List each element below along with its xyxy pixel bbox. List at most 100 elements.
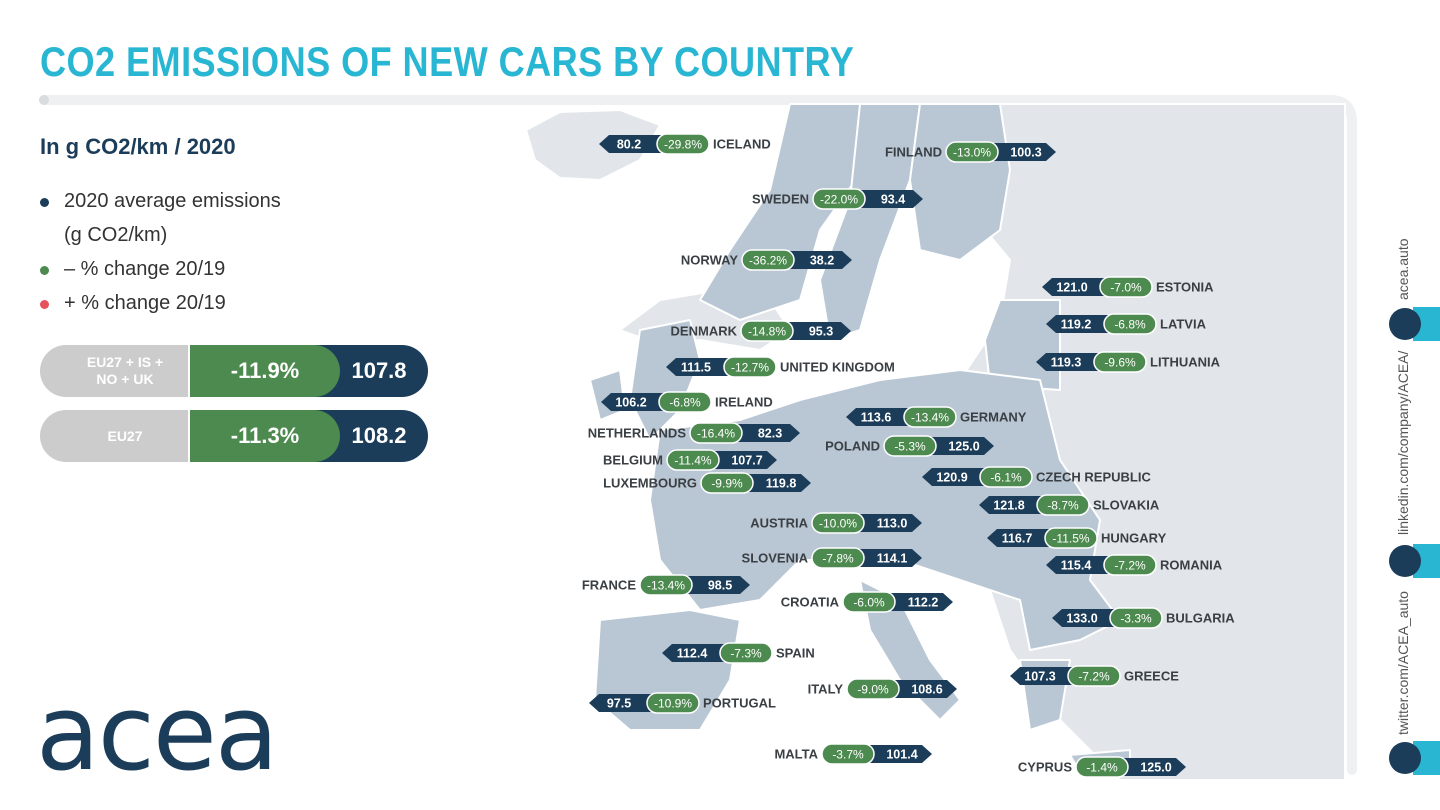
value-text: 82.3 [758,427,782,441]
country-name: FRANCE [582,578,636,593]
change-text: -7.3% [730,647,762,661]
change-text: -9.0% [857,683,889,697]
country-label: 114.1 -7.8% SLOVENIA [742,547,922,569]
country-label: 101.4 -3.7% MALTA [774,743,932,765]
country-name: BULGARIA [1166,611,1235,626]
value-pill [784,251,852,269]
value-pill [666,358,734,376]
change-pill [812,188,866,210]
value-text: 107.7 [731,454,762,468]
country-name: GERMANY [960,410,1027,425]
value-pill [589,694,657,712]
change-pill [723,356,777,378]
country-label: 121.0 -7.0% ESTONIA [1042,276,1214,298]
change-pill [666,449,720,471]
country-name: POLAND [825,439,880,454]
value-pill [1046,556,1114,574]
change-pill [656,133,710,155]
value-text: 133.0 [1066,612,1097,626]
change-pill [1044,527,1098,549]
change-text: -6.8% [1114,318,1146,332]
legend-label: – % change 20/19 [64,258,226,280]
summary-row: EU27 -11.3% 108.2 [40,410,428,462]
summary-change: -11.9% [188,345,340,397]
change-pill [903,406,957,428]
country-name: ITALY [808,682,844,697]
legend-dot [40,266,49,275]
country-name: PORTUGAL [703,696,776,711]
change-pill [1103,554,1157,576]
value-pill [988,143,1056,161]
change-text: -7.2% [1114,559,1146,573]
value-pill [682,576,750,594]
change-text: -8.7% [1047,499,1079,513]
change-pill [719,642,773,664]
country-name: NORWAY [681,253,738,268]
change-pill [1109,607,1163,629]
change-pill [740,320,794,342]
value-pill [864,745,932,763]
value-pill [1010,667,1078,685]
change-text: -6.0% [853,596,885,610]
country-name: ICELAND [713,137,771,152]
social-link: twitter.com/ACEA_auto [1395,591,1411,735]
change-text: -5.3% [894,440,926,454]
value-text: 125.0 [948,440,979,454]
country-name: LATVIA [1160,317,1207,332]
title: CO2 EMISSIONS OF NEW CARS BY COUNTRY [40,38,855,85]
change-text: -12.7% [731,361,769,375]
value-text: 125.0 [1140,761,1171,775]
change-text: -13.4% [647,579,685,593]
value-text: 106.2 [615,396,646,410]
country-name: UNITED KINGDOM [780,360,895,375]
country-name: AUSTRIA [750,516,808,531]
change-pill [741,249,795,271]
social-icon [1389,308,1421,340]
value-text: 114.1 [877,552,908,566]
country-label: 80.2 -29.8% ICELAND [599,133,771,155]
country-label: 119.2 -6.8% LATVIA [1046,313,1207,335]
change-pill [1099,276,1153,298]
legend: 2020 average emissions (g CO2/km) – % cha… [40,184,290,320]
logo: acea [36,672,279,794]
change-text: -11.4% [674,454,711,468]
change-text: -6.1% [990,471,1022,485]
change-pill [1103,313,1157,335]
value-pill [599,135,667,153]
country-label: 100.3 -13.0% FINLAND [885,141,1056,163]
country-label: 107.3 -7.2% GREECE [1010,665,1179,687]
change-text: -11.5% [1052,532,1089,546]
value-text: 108.6 [911,683,942,697]
change-pill [979,466,1033,488]
change-text: -1.4% [1086,761,1118,775]
value-pill [783,322,851,340]
value-text: 121.8 [993,499,1024,513]
value-pill [854,549,922,567]
value-pill [732,424,800,442]
summary-label-box: EU27 [40,410,210,462]
subtitle: In g CO2/km / 2020 [40,134,236,159]
country-name: ROMANIA [1160,558,1223,573]
country-name: DENMARK [671,324,738,339]
country-label: 115.4 -7.2% ROMANIA [1046,554,1223,576]
value-text: 113.0 [877,517,908,531]
value-text: 121.0 [1056,281,1087,295]
value-text: 97.5 [607,697,631,711]
value-text: 112.2 [908,596,939,610]
value-text: 115.4 [1061,559,1092,573]
value-pill [1042,278,1110,296]
change-text: -3.7% [832,748,864,762]
value-text: 93.4 [881,193,905,207]
value-pill [1046,315,1114,333]
change-pill [842,591,896,613]
value-text: 101.4 [886,748,917,762]
country-label: 98.5 -13.4% FRANCE [582,574,750,596]
country-label: 97.5 -10.9% PORTUGAL [589,692,776,714]
value-pill [846,408,914,426]
summary-label: EU27 + IS + NO + UK [86,354,164,387]
country-name: ESTONIA [1156,280,1214,295]
country-name: HUNGARY [1101,531,1167,546]
change-text: -13.4% [911,411,949,425]
